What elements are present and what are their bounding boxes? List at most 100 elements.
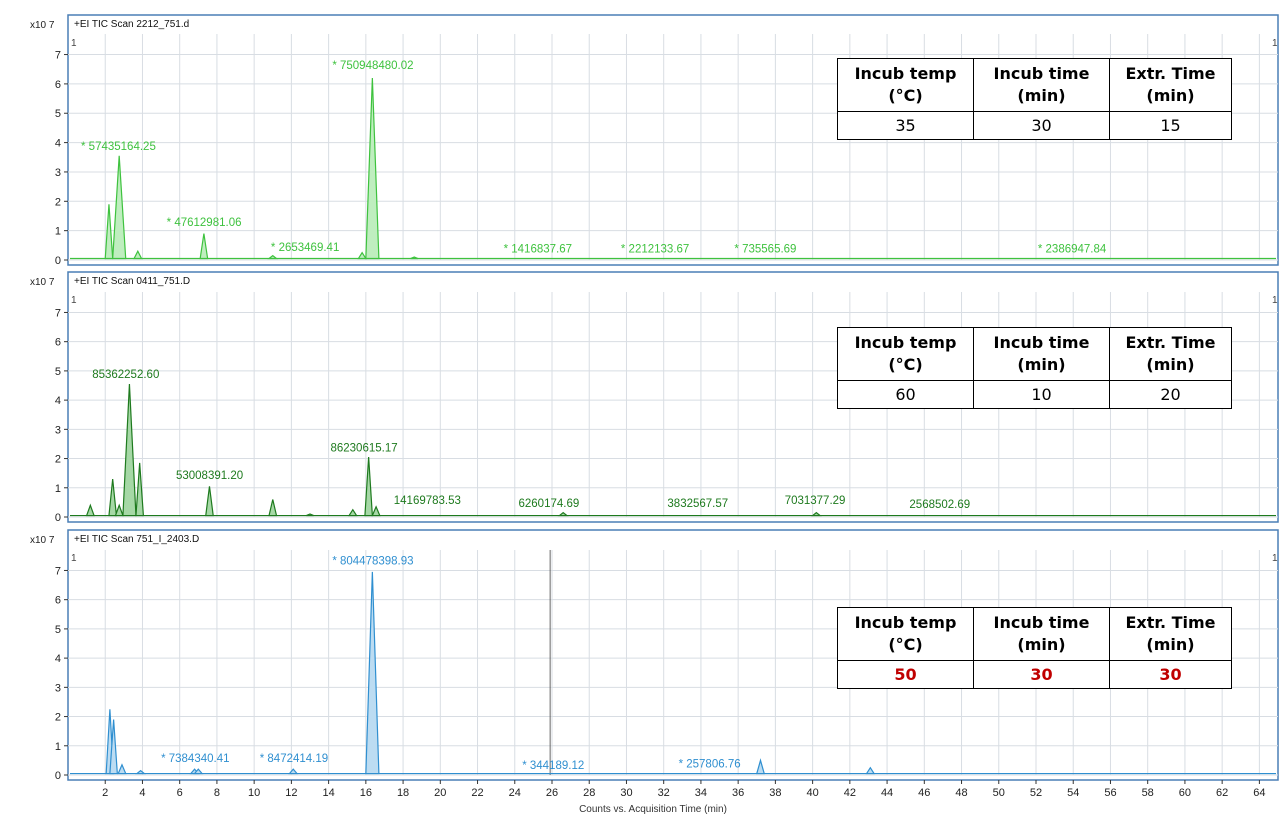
table-value: 50 bbox=[837, 660, 974, 689]
x-tick-label: 30 bbox=[620, 787, 632, 799]
peak bbox=[135, 769, 147, 775]
peak bbox=[133, 249, 143, 260]
y-axis-exponent: x10 7 bbox=[30, 20, 55, 31]
x-tick-label: 8 bbox=[214, 787, 220, 799]
y-tick-label: 7 bbox=[55, 50, 61, 62]
table-header: Incub time (min) bbox=[973, 327, 1110, 381]
peak bbox=[306, 513, 314, 517]
peak-annotation: * 257806.76 bbox=[679, 759, 741, 771]
corner-label-left: 1 bbox=[71, 295, 77, 306]
y-axis-exponent: x10 7 bbox=[30, 535, 55, 546]
peak bbox=[199, 233, 209, 260]
table-value: 15 bbox=[1109, 111, 1232, 140]
y-tick-label: 5 bbox=[55, 108, 61, 120]
x-tick-label: 10 bbox=[248, 787, 260, 799]
peak-annotation: * 1416837.67 bbox=[504, 244, 572, 256]
peak bbox=[288, 768, 299, 775]
parameters-table-3: Incub temp (°C) Incub time (min) Extr. Tim… bbox=[837, 607, 1232, 689]
y-tick-label: 6 bbox=[55, 79, 61, 91]
y-tick-label: 2 bbox=[55, 712, 61, 724]
parameters-table-2: Incub temp (°C) Incub time (min) Extr. Tim… bbox=[837, 327, 1232, 409]
x-tick-label: 62 bbox=[1216, 787, 1228, 799]
x-tick-label: 52 bbox=[1030, 787, 1042, 799]
x-axis: 2 4 6 8 10 12 14 16 18 20 22 24 26 28 30 32 34 36 38 40 42 44… bbox=[102, 780, 1266, 815]
x-tick-label: 36 bbox=[732, 787, 744, 799]
x-tick-label: 2 bbox=[102, 787, 108, 799]
corner-label-left: 1 bbox=[71, 553, 77, 564]
peak-annotation: 6260174.69 bbox=[518, 498, 579, 510]
peak-annotation: 2568502.69 bbox=[909, 499, 970, 511]
y-tick-label: 2 bbox=[55, 196, 61, 208]
peak bbox=[371, 505, 381, 517]
y-tick-label: 2 bbox=[55, 454, 61, 466]
peak-annotation: * 2386947.84 bbox=[1038, 244, 1107, 256]
peak-annotation: * 344189.12 bbox=[522, 760, 584, 772]
x-tick-label: 14 bbox=[322, 787, 334, 799]
table-value: 30 bbox=[1109, 660, 1232, 689]
peak bbox=[108, 478, 118, 517]
x-tick-label: 32 bbox=[658, 787, 670, 799]
table-value: 10 bbox=[973, 380, 1110, 409]
peak bbox=[85, 503, 95, 517]
panel-frame bbox=[67, 14, 1279, 266]
table-header: Incub temp (°C) bbox=[837, 327, 974, 381]
corner-label-right: 1 bbox=[1272, 553, 1278, 564]
x-tick-label: 50 bbox=[993, 787, 1005, 799]
y-tick-label: 1 bbox=[55, 741, 61, 753]
panel-title: +EI TIC Scan 0411_751.D bbox=[74, 276, 190, 287]
peak bbox=[205, 486, 214, 517]
table-header: Incub time (min) bbox=[973, 607, 1110, 661]
y-tick-label: 3 bbox=[55, 167, 61, 179]
peak bbox=[104, 204, 114, 260]
x-tick-label: 60 bbox=[1179, 787, 1191, 799]
x-tick-label: 18 bbox=[397, 787, 409, 799]
table-header: Extr. Time (min) bbox=[1109, 327, 1232, 381]
y-tick-label: 4 bbox=[55, 653, 61, 665]
y-tick-label: 7 bbox=[55, 565, 61, 577]
peak bbox=[410, 256, 419, 260]
table-header: Incub temp (°C) bbox=[837, 58, 974, 112]
peak-annotation: * 2212133.67 bbox=[621, 244, 689, 256]
peak bbox=[135, 462, 145, 517]
x-axis-label: Counts vs. Acquisition Time (min) bbox=[579, 804, 727, 815]
peak-annotation: * 750948480.02 bbox=[332, 60, 413, 72]
peak-annotation: 85362252.60 bbox=[92, 369, 159, 381]
peak-annotation: 86230615.17 bbox=[330, 442, 397, 454]
table-value: 60 bbox=[837, 380, 974, 409]
corner-label-right: 1 bbox=[1272, 38, 1278, 49]
x-tick-label: 44 bbox=[881, 787, 893, 799]
y-tick-label: 4 bbox=[55, 138, 61, 150]
peak bbox=[268, 499, 278, 517]
y-tick-label: 3 bbox=[55, 424, 61, 436]
y-tick-label: 1 bbox=[55, 226, 61, 238]
x-tick-label: 46 bbox=[918, 787, 930, 799]
x-tick-label: 6 bbox=[177, 787, 183, 799]
peak bbox=[117, 763, 127, 775]
parameters-table-1: Incub temp (°C) Incub time (min) Extr. Tim… bbox=[837, 58, 1232, 140]
peak-annotation: * 2653469.41 bbox=[271, 242, 339, 254]
peak bbox=[112, 155, 127, 260]
panel-title: +EI TIC Scan 751_I_2403.D bbox=[74, 534, 199, 545]
table-value: 30 bbox=[973, 660, 1110, 689]
x-tick-label: 26 bbox=[546, 787, 558, 799]
peak bbox=[267, 254, 279, 260]
corner-label-left: 1 bbox=[71, 38, 77, 49]
peak bbox=[865, 766, 876, 775]
x-tick-label: 38 bbox=[769, 787, 781, 799]
y-axis-exponent: x10 7 bbox=[30, 277, 55, 288]
peak bbox=[114, 503, 124, 517]
x-tick-label: 54 bbox=[1067, 787, 1079, 799]
y-tick-label: 6 bbox=[55, 337, 61, 349]
y-tick-label: 5 bbox=[55, 624, 61, 636]
y-tick-label: 1 bbox=[55, 483, 61, 495]
panel-title: +EI TIC Scan 2212_751.d bbox=[74, 19, 189, 30]
peak bbox=[109, 719, 118, 775]
x-tick-label: 16 bbox=[360, 787, 372, 799]
x-tick-label: 58 bbox=[1142, 787, 1154, 799]
peak bbox=[364, 457, 374, 517]
x-tick-label: 40 bbox=[806, 787, 818, 799]
peak-annotation: 3832567.57 bbox=[667, 498, 728, 510]
table-header: Extr. Time (min) bbox=[1109, 58, 1232, 112]
chromatogram-panel-1: 0 1 2 3 4 5 6 7 x10 7 +EI TIC Scan 2212_751.d 1 1 * … bbox=[30, 14, 1279, 267]
peak bbox=[755, 758, 766, 775]
